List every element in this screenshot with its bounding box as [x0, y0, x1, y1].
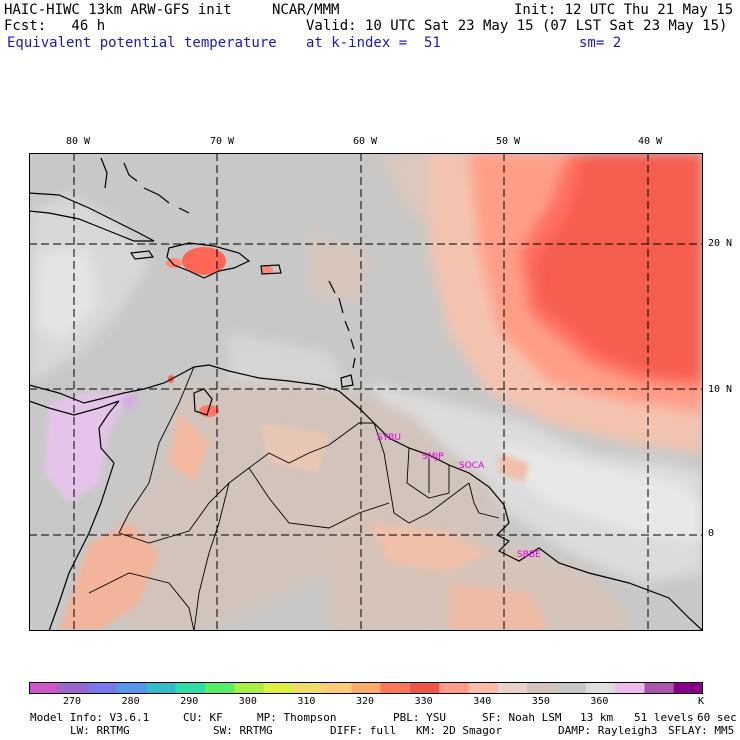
colorbar-tick-label: 290: [180, 696, 199, 707]
footer-sflay: SFLAY: MM5: [668, 724, 735, 737]
footer-surface: SF: Noah LSM: [482, 711, 562, 724]
colorbar-swatch: [380, 682, 411, 694]
forecast-hour: Fcst: 46 h: [4, 18, 106, 34]
footer-diffusion: DIFF: full: [330, 724, 397, 737]
colorbar-tick-label: 330: [414, 696, 433, 707]
colorbar-swatch: [146, 682, 177, 694]
colorbar-tick-label: 280: [121, 696, 140, 707]
field-peach: [59, 413, 549, 631]
model-title: HAIC-HIWC 13km ARW-GFS init: [4, 2, 232, 18]
lon-label-60w: 60 W: [353, 136, 378, 147]
footer-pbl: PBL: YSU: [393, 711, 446, 724]
station-label: SYBU: [377, 433, 401, 443]
colorbar-tick-label: 300: [238, 696, 257, 707]
init-time: Init: 12 UTC Thu 21 May 15: [514, 2, 734, 18]
colorbar-swatch: [58, 682, 89, 694]
map-frame: [29, 153, 703, 631]
field-purple: [44, 393, 139, 503]
footer-cumulus: CU: KF: [183, 711, 223, 724]
field-name: Equivalent potential temperature: [7, 35, 277, 51]
colorbar-swatch: [351, 682, 382, 694]
colorbar-swatch: [409, 682, 440, 694]
country-borders: [88, 366, 500, 631]
colorbar-swatch: [615, 682, 645, 694]
colorbar-swatch: [322, 682, 352, 694]
colorbar-swatch: [87, 682, 118, 694]
footer-damping: DAMP: Rayleigh3: [558, 724, 658, 737]
lat-label-20n: 20 N: [708, 238, 733, 249]
station-label: SBBE: [517, 550, 541, 560]
colorbar-swatch: [116, 682, 147, 694]
lat-label-10n: 10 N: [708, 384, 733, 395]
colorbar-swatch: [263, 682, 294, 694]
station-label: SMJP: [422, 452, 444, 462]
field-light-gray: [29, 193, 703, 583]
colorbar-tick-label: 270: [63, 696, 82, 707]
lat-lon-grid: [29, 153, 703, 631]
colorbar-swatch: [673, 682, 703, 694]
colorbar-tick-label: 340: [473, 696, 492, 707]
colorbar-swatch: [644, 682, 675, 694]
station-label: SOCA: [459, 461, 485, 471]
colorbar-tick-label: 360: [590, 696, 609, 707]
smoothing-label: sm= 2: [579, 35, 622, 51]
puerto-rico-hotspot: [261, 266, 273, 274]
hispaniola-hotspot: [182, 247, 226, 275]
colorbar-swatch: [234, 682, 264, 694]
colorbar-swatch: [29, 682, 59, 694]
level-label: at k-index = 51: [306, 35, 441, 51]
colorbar-tick-label: 320: [356, 696, 375, 707]
colorbar-swatch: [175, 682, 206, 694]
theta-e-map: SYBU SMJP SOCA SBBE: [29, 153, 703, 631]
lon-label-50w: 50 W: [496, 136, 521, 147]
colorbar-swatch: [292, 682, 323, 694]
footer-levels: 51 levels: [634, 711, 694, 724]
colorbar: [29, 682, 703, 694]
footer-longwave: LW: RRTMG: [70, 724, 130, 737]
lon-label-70w: 70 W: [210, 136, 235, 147]
footer-resolution: 13 km: [580, 711, 614, 724]
colorbar-swatch: [556, 682, 587, 694]
lon-label-80w: 80 W: [66, 136, 91, 147]
footer-shortwave: SW: RRTMG: [213, 724, 273, 737]
lat-label-0: 0: [708, 528, 715, 539]
footer-model-info: Model Info: V3.6.1: [30, 711, 150, 724]
colorbar-swatch: [468, 682, 499, 694]
center-label: NCAR/MMM: [272, 2, 340, 18]
colorbar-tick-label: 310: [297, 696, 316, 707]
footer-timestep: 60 sec: [697, 711, 737, 724]
field-warm-east: [429, 153, 703, 453]
colorbar-swatch: [497, 682, 528, 694]
footer-km: KM: 2D Smagor: [416, 724, 503, 737]
coastlines: [29, 157, 703, 631]
valid-time: Valid: 10 UTC Sat 23 May 15 (07 LST Sat …: [306, 18, 728, 34]
colorbar-frame: [29, 682, 703, 694]
colorbar-swatch: [527, 682, 557, 694]
lon-label-40w: 40 W: [638, 136, 663, 147]
colorbar-swatch: [204, 682, 235, 694]
colorbar-unit: K: [698, 696, 705, 707]
colorbar-tick-label: 350: [531, 696, 550, 707]
footer-microphysics: MP: Thompson: [257, 711, 337, 724]
colorbar-swatch: [585, 682, 616, 694]
colorbar-swatch: [439, 682, 470, 694]
